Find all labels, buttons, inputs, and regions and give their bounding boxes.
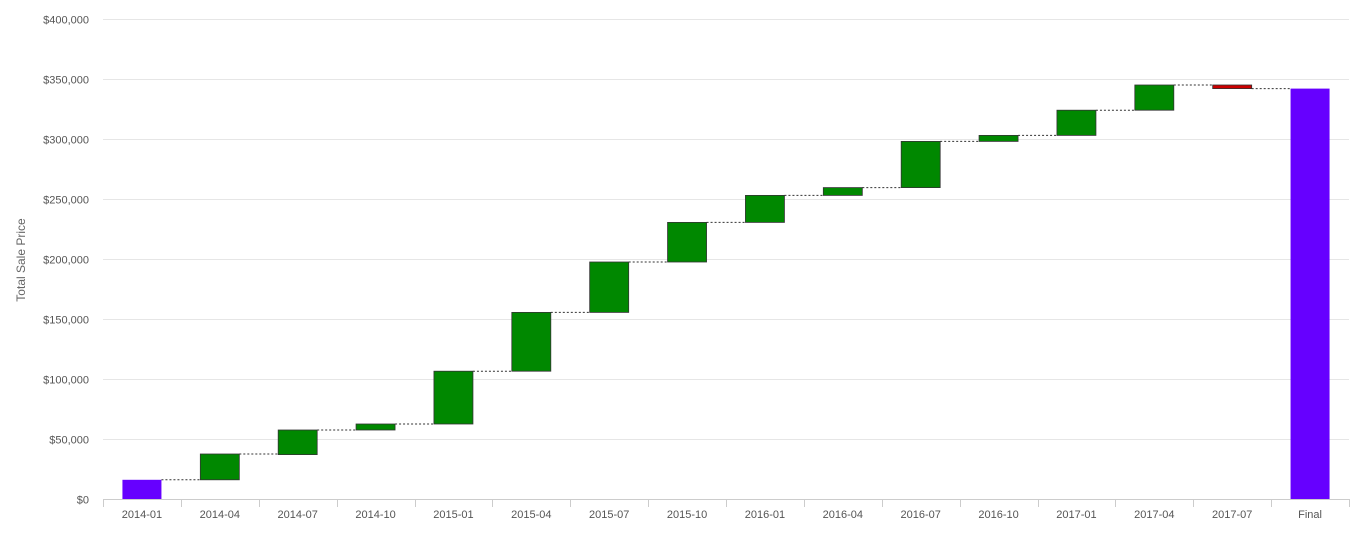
y-tick-label: $350,000 bbox=[43, 75, 89, 87]
axis-layer: $0 $50,000 $100,000 $150,000 $200,000 $250,00… bbox=[43, 15, 1350, 521]
y-tick-label: $400,000 bbox=[43, 15, 89, 27]
x-tick-label: 2015-04 bbox=[511, 509, 551, 521]
bar-increase bbox=[277, 429, 318, 456]
x-tick-label: 2017-01 bbox=[1056, 509, 1096, 521]
bar-increase bbox=[433, 370, 474, 425]
x-tick-label: 2015-07 bbox=[589, 509, 629, 521]
bar-increase bbox=[199, 453, 240, 481]
bar-decrease bbox=[1212, 84, 1253, 89]
y-tick-label: $200,000 bbox=[43, 255, 89, 267]
bar-increase bbox=[900, 140, 941, 188]
x-tick-label: 2016-01 bbox=[745, 509, 785, 521]
connector-layer bbox=[161, 84, 1291, 481]
bar-total bbox=[1290, 88, 1330, 499]
x-tick-label: Final bbox=[1298, 509, 1322, 521]
bar-increase bbox=[511, 311, 552, 372]
y-axis-title: Total Sale Price bbox=[14, 218, 28, 302]
y-tick-label: $50,000 bbox=[49, 435, 89, 447]
x-tick-label: 2016-07 bbox=[901, 509, 941, 521]
bar-increase bbox=[355, 423, 396, 431]
x-tick-label: 2014-01 bbox=[122, 509, 162, 521]
y-tick-label: $0 bbox=[77, 495, 89, 507]
x-tick-label: 2015-01 bbox=[433, 509, 473, 521]
x-tick-label: 2016-10 bbox=[978, 509, 1018, 521]
x-tick-label: 2016-04 bbox=[823, 509, 863, 521]
x-tick-label: 2017-07 bbox=[1212, 509, 1252, 521]
bar-layer bbox=[122, 84, 1330, 499]
y-tick-label: $100,000 bbox=[43, 375, 89, 387]
x-tick-label: 2014-10 bbox=[355, 509, 395, 521]
bar-increase bbox=[1134, 84, 1175, 111]
x-tick-label: 2015-10 bbox=[667, 509, 707, 521]
bar-increase bbox=[1056, 109, 1097, 136]
y-tick-label: $150,000 bbox=[43, 315, 89, 327]
x-tick-label: 2014-07 bbox=[278, 509, 318, 521]
bar-increase bbox=[589, 261, 630, 313]
y-tick-label: $300,000 bbox=[43, 135, 89, 147]
bar-increase bbox=[667, 221, 707, 263]
bar-increase bbox=[822, 187, 863, 196]
y-tick-label: $250,000 bbox=[43, 195, 89, 207]
bar-increase bbox=[745, 194, 785, 223]
bar-increase bbox=[978, 134, 1019, 142]
bar-total bbox=[122, 479, 162, 499]
x-tick-label: 2017-04 bbox=[1134, 509, 1174, 521]
x-tick-label: 2014-04 bbox=[200, 509, 240, 521]
grid-layer bbox=[103, 19, 1349, 440]
